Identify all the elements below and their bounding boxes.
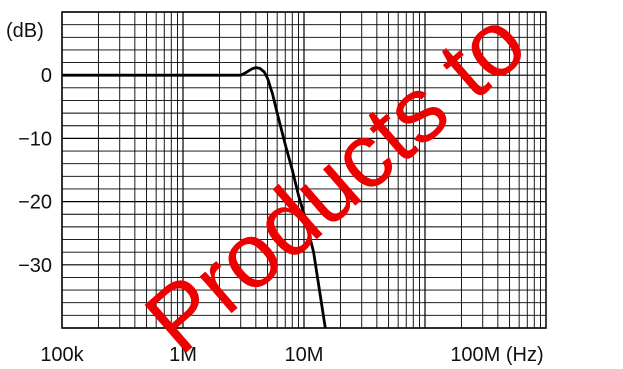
tick-layer: (dB) 100k 1M 10M 100M (Hz) 0 −10 −20 −30 — [6, 20, 544, 366]
grid-layer — [61, 11, 547, 329]
plot-border — [61, 11, 547, 329]
x-tick-label: 100k — [40, 344, 84, 366]
x-tick-label: 100M (Hz) — [450, 344, 543, 366]
y-tick-label: 0 — [41, 65, 52, 87]
y-tick-label: −30 — [18, 255, 52, 277]
response-curve — [62, 66, 327, 328]
y-axis-unit-label: (dB) — [6, 20, 44, 42]
watermark: Products to — [127, 0, 545, 369]
x-tick-label: 1M — [169, 344, 197, 366]
x-tick-label: 10M — [285, 344, 324, 366]
watermark-layer: Products to — [127, 0, 545, 369]
y-tick-label: −20 — [18, 192, 52, 214]
y-tick-label: −10 — [18, 128, 52, 150]
series-layer — [62, 66, 327, 328]
